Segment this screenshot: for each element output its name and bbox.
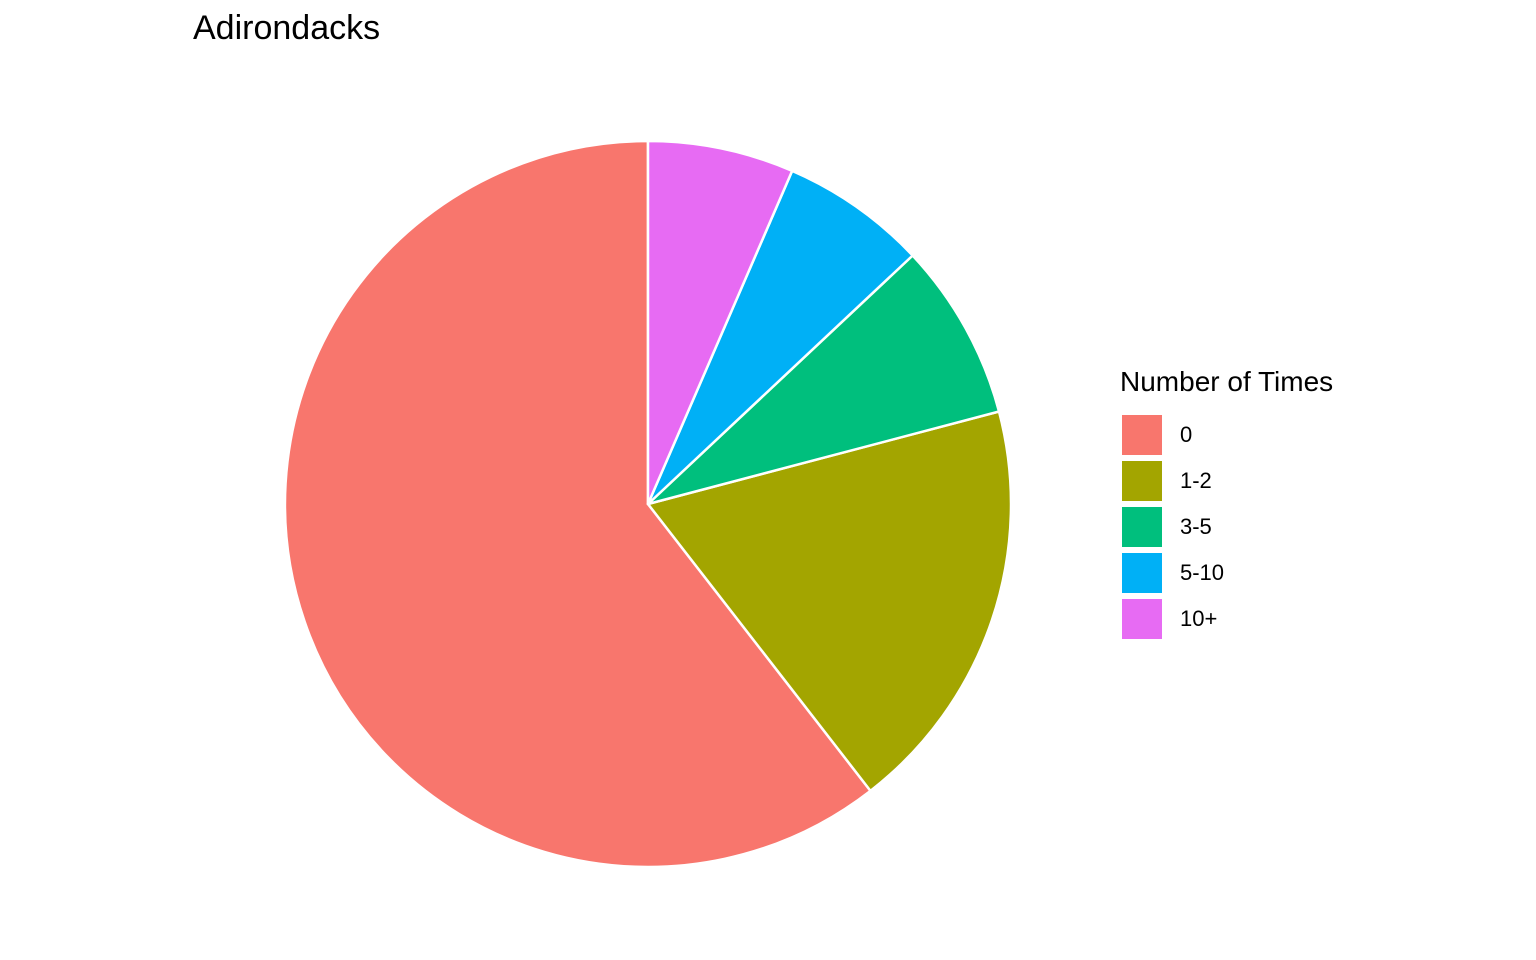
pie-slice-5-10 xyxy=(646,169,914,506)
legend-item-10-plus: 10+ xyxy=(1120,596,1333,642)
pie-slice-10-plus xyxy=(646,139,794,506)
legend-item-0: 0 xyxy=(1120,412,1333,458)
legend-label-3-5: 3-5 xyxy=(1180,514,1212,539)
legend-key-0 xyxy=(1122,415,1162,455)
legend-label-5-10: 5-10 xyxy=(1180,560,1225,585)
legend-key-1-2 xyxy=(1122,461,1162,501)
chart-title: Adirondacks xyxy=(193,9,381,47)
legend-item-3-5: 3-5 xyxy=(1120,504,1333,550)
legend: Number of Times 0 1-2 3-5 5-10 10+ xyxy=(1120,364,1333,642)
pie-slice-0 xyxy=(283,139,872,869)
legend-title: Number of Times xyxy=(1120,366,1334,397)
legend-label-1-2: 1-2 xyxy=(1180,468,1212,493)
legend-item-5-10: 5-10 xyxy=(1120,550,1333,596)
legend-key-5-10 xyxy=(1122,553,1162,593)
pie-slice-3-5 xyxy=(646,254,1001,506)
legend-key-3-5 xyxy=(1122,507,1162,547)
pie-slice-1-2 xyxy=(646,410,1013,793)
legend-label-0: 0 xyxy=(1180,422,1193,447)
legend-item-1-2: 1-2 xyxy=(1120,458,1333,504)
legend-key-10-plus xyxy=(1122,599,1162,639)
legend-label-10-plus: 10+ xyxy=(1180,606,1218,631)
